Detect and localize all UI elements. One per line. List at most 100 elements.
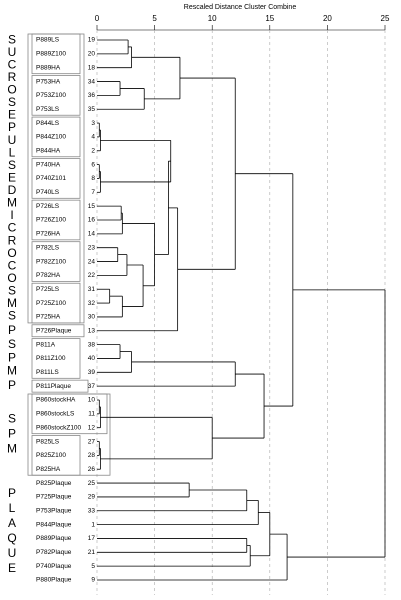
group-label: P xyxy=(8,378,16,392)
group-box xyxy=(27,393,111,476)
group-box xyxy=(31,199,81,241)
case-number: 6 xyxy=(91,161,95,168)
case-number: 19 xyxy=(88,37,96,44)
case-number: 7 xyxy=(91,189,95,196)
leaf-label: P811Z100 xyxy=(36,355,66,362)
leaf-label: P740LS xyxy=(36,189,60,196)
case-number: 38 xyxy=(88,341,96,348)
case-number: 27 xyxy=(88,438,96,445)
case-number: 2 xyxy=(91,147,95,154)
case-number: 15 xyxy=(88,203,96,210)
leaf-label: P782HA xyxy=(36,272,61,279)
leaf-label: P825LS xyxy=(36,438,60,445)
case-number: 25 xyxy=(88,480,96,487)
leaf-label: P889HA xyxy=(36,64,61,71)
case-number: 37 xyxy=(88,383,96,390)
case-number: 31 xyxy=(88,286,96,293)
leaf-label: P726Z100 xyxy=(36,217,66,224)
case-number: 1 xyxy=(91,521,95,528)
case-number: 30 xyxy=(88,314,96,321)
group-box xyxy=(31,324,85,338)
leaf-label: P726Plaque xyxy=(36,327,72,334)
case-number: 26 xyxy=(88,466,96,473)
case-number: 21 xyxy=(88,549,96,556)
leaf-label: P889Plaque xyxy=(36,535,72,542)
group-box xyxy=(31,158,81,199)
leaf-label: P725Plaque xyxy=(36,494,72,501)
group-box xyxy=(31,338,81,379)
group-box xyxy=(31,241,81,282)
case-number: 5 xyxy=(91,563,95,570)
leaf-label: P726HA xyxy=(36,231,61,238)
leaf-label: P825Plaque xyxy=(36,480,72,487)
case-number: 23 xyxy=(88,244,96,251)
case-number: 4 xyxy=(91,134,95,141)
case-number: 20 xyxy=(88,51,96,58)
leaf-label: P860stockLS xyxy=(36,411,75,418)
x-tick-label: 5 xyxy=(152,14,157,23)
case-number: 16 xyxy=(88,217,96,224)
leaf-label: P740Plaque xyxy=(36,563,72,570)
leaf-label: P753Z100 xyxy=(36,92,66,99)
leaf-label: P811A xyxy=(36,341,56,348)
leaf-label: P782Plaque xyxy=(36,549,72,556)
leaf-label: P844Z100 xyxy=(36,134,66,141)
leaf-label: P844Plaque xyxy=(36,521,72,528)
leaf-label: P782LS xyxy=(36,244,60,251)
group-box xyxy=(31,116,81,158)
leaf-label: P725LS xyxy=(36,286,60,293)
leaf-label: P740HA xyxy=(36,161,61,168)
leaf-label: P860stockHA xyxy=(36,397,76,404)
x-tick-label: 15 xyxy=(265,14,274,23)
case-number: 29 xyxy=(88,494,96,501)
case-number: 12 xyxy=(88,424,96,431)
leaf-label: P811LS xyxy=(36,369,59,376)
group-box xyxy=(27,33,85,324)
case-number: 34 xyxy=(88,78,96,85)
case-number: 14 xyxy=(88,231,96,238)
case-number: 39 xyxy=(88,369,96,376)
case-number: 11 xyxy=(88,411,95,418)
axis-title: Rescaled Distance Cluster Combine xyxy=(184,4,297,11)
case-number: 17 xyxy=(88,535,96,542)
case-number: 33 xyxy=(88,507,96,514)
group-label: P xyxy=(8,323,16,337)
case-number: 10 xyxy=(88,397,96,404)
case-number: 22 xyxy=(88,272,96,279)
leaf-label: P844LS xyxy=(36,120,60,127)
leaf-label: P753HA xyxy=(36,78,61,85)
group-box xyxy=(31,75,81,116)
leaf-label: P889Z100 xyxy=(36,51,66,58)
case-number: 35 xyxy=(88,106,96,113)
case-number: 36 xyxy=(88,92,96,99)
x-tick-label: 25 xyxy=(381,14,390,23)
case-number: 24 xyxy=(88,258,96,265)
case-number: 3 xyxy=(91,120,95,127)
leaf-label: P753LS xyxy=(36,106,60,113)
leaf-label: P811Plaque xyxy=(36,383,71,390)
case-number: 9 xyxy=(91,577,95,584)
case-number: 32 xyxy=(88,300,96,307)
leaf-label: P880Plaque xyxy=(36,577,72,584)
case-number: 28 xyxy=(88,452,96,459)
x-tick-label: 20 xyxy=(323,14,332,23)
x-tick-label: 10 xyxy=(208,14,217,23)
x-tick-label: 0 xyxy=(95,14,100,23)
leaf-label: P725HA xyxy=(36,314,61,321)
leaf-label: P753Plaque xyxy=(36,507,72,514)
leaf-label: P825HA xyxy=(36,466,61,473)
leaf-label: P844HA xyxy=(36,147,61,154)
leaf-label: P860stockZ100 xyxy=(36,424,82,431)
case-number: 13 xyxy=(88,327,96,334)
case-number: 18 xyxy=(88,64,96,71)
leaf-label: P782Z100 xyxy=(36,258,66,265)
leaf-label: P889LS xyxy=(36,37,60,44)
leaf-label: P740Z101 xyxy=(36,175,66,182)
leaf-label: P725Z100 xyxy=(36,300,66,307)
leaf-label: P726LS xyxy=(36,203,60,210)
case-number: 8 xyxy=(91,175,95,182)
